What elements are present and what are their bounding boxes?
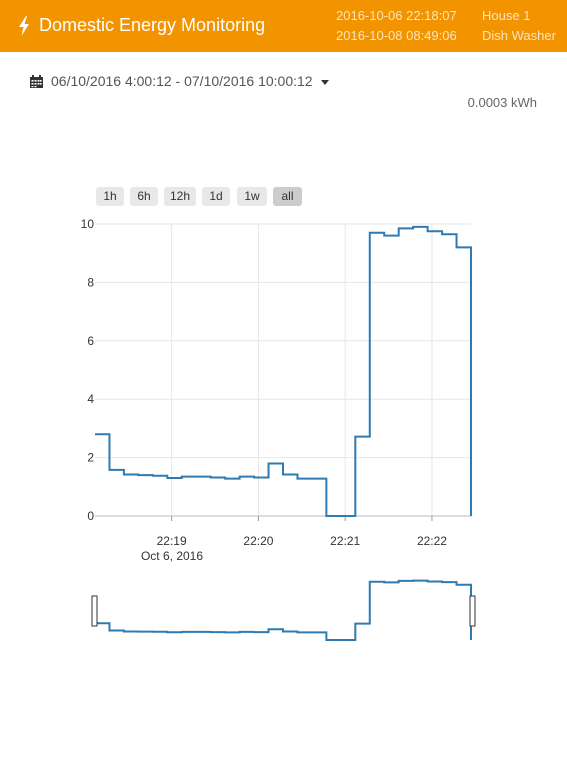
app-title: Domestic Energy Monitoring [39,15,266,35]
zoom-button-all[interactable]: all [273,187,302,206]
y-tick-label: 8 [87,275,94,289]
header-row-house: 2016-10-06 22:18:07 House 1 [336,8,530,23]
x-tick-label: 22:21 [330,534,360,548]
x-tick-label: 22:19 [157,534,187,548]
y-tick-label: 0 [87,509,94,523]
bolt-icon [19,15,29,36]
y-axis: 0 2 4 6 8 10 [81,217,95,523]
chart-grid [95,223,471,517]
series-line [95,225,472,517]
chevron-down-icon[interactable] [320,79,329,85]
zoom-button-6h[interactable]: 6h [130,187,158,206]
y-tick-label: 10 [81,217,95,231]
x-axis: 22:19 22:20 22:21 22:22 [157,516,447,548]
y-tick-label: 2 [87,451,94,465]
range-series-line [95,579,472,641]
x-tick-label: 22:22 [417,534,447,548]
x-axis-date-label: Oct 6, 2016 [141,549,203,563]
zoom-button-1w[interactable]: 1w [237,187,267,206]
range-handle-left[interactable] [91,595,98,627]
header-label[interactable]: House 1 [482,8,531,23]
app-header: Domestic Energy Monitoring 2016-10-06 22… [0,0,567,52]
energy-total: 0.0003 kWh [467,95,537,110]
header-datetime: 2016-10-06 22:18:07 [336,8,457,23]
zoom-button-1h[interactable]: 1h [96,187,124,206]
date-range-picker[interactable]: 06/10/2016 4:00:12 - 07/10/2016 10:00:12 [30,73,329,89]
range-handle-right[interactable] [469,595,476,627]
calendar-icon [30,74,43,88]
y-tick-label: 6 [87,334,94,348]
zoom-button-12h[interactable]: 12h [164,187,196,206]
date-range-text: 06/10/2016 4:00:12 - 07/10/2016 10:00:12 [51,73,313,89]
x-tick-label: 22:20 [243,534,273,548]
brand[interactable]: Domestic Energy Monitoring [17,15,265,36]
range-selector[interactable] [91,579,476,641]
header-label[interactable]: Dish Washer [482,28,556,43]
zoom-button-1d[interactable]: 1d [202,187,230,206]
header-row-device: 2016-10-08 08:49:06 Dish Washer [336,28,556,43]
header-datetime: 2016-10-08 08:49:06 [336,28,457,43]
y-tick-label: 4 [87,392,94,406]
